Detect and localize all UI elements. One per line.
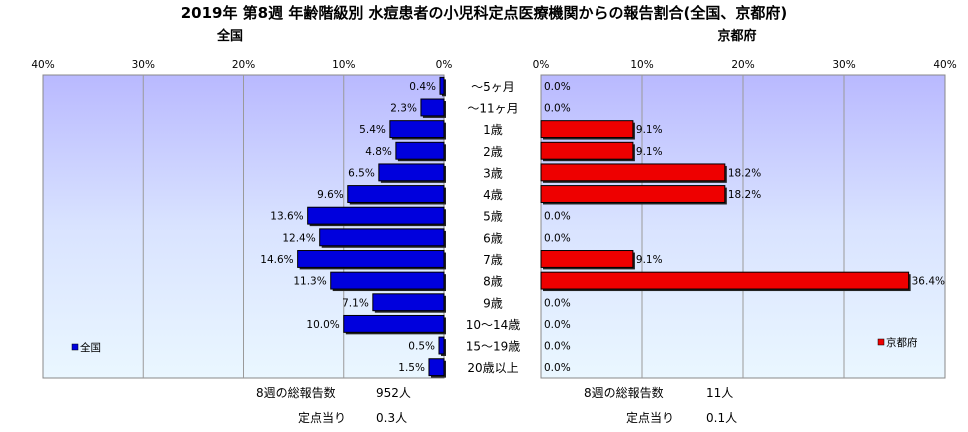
- category-label: ～5ヶ月: [471, 80, 515, 94]
- left-subtitle: 全国: [216, 28, 243, 44]
- left-bar: [330, 271, 445, 290]
- left-bar-label: 14.6%: [260, 254, 293, 266]
- right-tick-label: 40%: [933, 59, 956, 71]
- category-label: 9歳: [483, 296, 503, 310]
- right-bar-label: 9.1%: [636, 254, 663, 266]
- left-bar-label: 10.0%: [306, 319, 339, 331]
- right-bar-label: 9.1%: [636, 146, 663, 158]
- left-bar-label: 13.6%: [270, 211, 303, 223]
- right-tick-label: 20%: [731, 59, 754, 71]
- left-bar: [439, 76, 445, 95]
- left-bar-label: 11.3%: [293, 276, 326, 288]
- right-bar-label: 36.4%: [912, 276, 945, 288]
- left-bar: [319, 228, 445, 247]
- left-legend: 全国: [71, 341, 101, 354]
- right-tick-label: 30%: [832, 59, 855, 71]
- right-bar: [540, 163, 726, 182]
- category-label: 7歳: [483, 253, 503, 267]
- left-total-value: 952人: [376, 386, 411, 400]
- left-tick-label: 30%: [132, 59, 155, 71]
- right-total-value: 11人: [706, 386, 733, 400]
- left-bar-label: 1.5%: [398, 362, 425, 374]
- category-label: 15～19歳: [466, 340, 521, 354]
- left-legend-label: 全国: [80, 341, 101, 354]
- right-per-value: 0.1人: [706, 411, 737, 425]
- left-bar-label: 4.8%: [365, 146, 392, 158]
- right-bar-label: 9.1%: [636, 124, 663, 136]
- right-total-label: 8週の総報告数: [584, 385, 664, 400]
- left-bar: [438, 336, 445, 355]
- right-tick-label: 0%: [533, 59, 550, 71]
- left-bar: [378, 163, 445, 182]
- left-bar: [395, 141, 445, 160]
- right-bar: [540, 250, 634, 268]
- left-tick-label: 10%: [332, 59, 355, 71]
- left-bar: [347, 185, 445, 203]
- right-bar-label: 18.2%: [728, 167, 761, 179]
- category-label: 3歳: [483, 166, 503, 180]
- left-bar: [307, 206, 445, 225]
- category-label: 4歳: [483, 188, 503, 202]
- right-bar: [540, 120, 634, 139]
- left-bar-label: 6.5%: [348, 167, 375, 179]
- right-bar-label: 0.0%: [544, 232, 571, 244]
- right-bar: [540, 271, 910, 290]
- left-tick-label: 0%: [436, 59, 453, 71]
- category-label: 2歳: [483, 145, 503, 159]
- left-bar: [420, 98, 445, 117]
- right-legend-swatch: [877, 338, 885, 346]
- left-per-label: 定点当り: [298, 410, 346, 425]
- right-tick-label: 10%: [630, 59, 653, 71]
- left-bar: [372, 293, 445, 312]
- left-legend-swatch: [71, 343, 79, 351]
- category-label: 8歳: [483, 275, 503, 289]
- right-bar-label: 0.0%: [544, 341, 571, 353]
- right-bar: [540, 141, 634, 160]
- category-label: 5歳: [483, 210, 503, 224]
- left-bar: [389, 120, 445, 139]
- left-bar-label: 7.1%: [342, 297, 369, 309]
- left-total-label: 8週の総報告数: [256, 385, 336, 400]
- left-bar-label: 0.4%: [409, 81, 436, 93]
- left-tick-label: 40%: [31, 59, 54, 71]
- right-subtitle: 京都府: [717, 28, 756, 44]
- left-bar: [428, 358, 445, 377]
- right-bar-label: 0.0%: [544, 102, 571, 114]
- right-legend-label: 京都府: [886, 336, 918, 349]
- right-bar-label: 0.0%: [544, 297, 571, 309]
- left-bar-label: 12.4%: [282, 232, 315, 244]
- chart-title: 2019年 第8週 年齢階級別 水痘患者の小児科定点医療機関からの報告割合(全国…: [181, 4, 788, 22]
- category-label: 20歳以上: [467, 361, 518, 375]
- left-bar: [343, 314, 445, 333]
- left-bar: [297, 250, 445, 268]
- category-label: 10～14歳: [466, 318, 521, 332]
- left-bar-label: 0.5%: [408, 341, 435, 353]
- right-bar-label: 0.0%: [544, 362, 571, 374]
- left-bar-label: 5.4%: [359, 124, 386, 136]
- left-bar-label: 9.6%: [317, 189, 344, 201]
- right-bar-label: 0.0%: [544, 211, 571, 223]
- right-per-label: 定点当り: [626, 410, 674, 425]
- category-label: 6歳: [483, 231, 503, 245]
- left-tick-label: 20%: [232, 59, 255, 71]
- right-bar-label: 0.0%: [544, 81, 571, 93]
- left-bar-label: 2.3%: [390, 102, 417, 114]
- right-bar-label: 18.2%: [728, 189, 761, 201]
- right-bar-label: 0.0%: [544, 319, 571, 331]
- category-label: ～11ヶ月: [467, 101, 518, 115]
- right-bar: [540, 185, 726, 203]
- right-legend: 京都府: [877, 336, 918, 349]
- category-label: 1歳: [483, 123, 503, 137]
- left-per-value: 0.3人: [376, 411, 407, 425]
